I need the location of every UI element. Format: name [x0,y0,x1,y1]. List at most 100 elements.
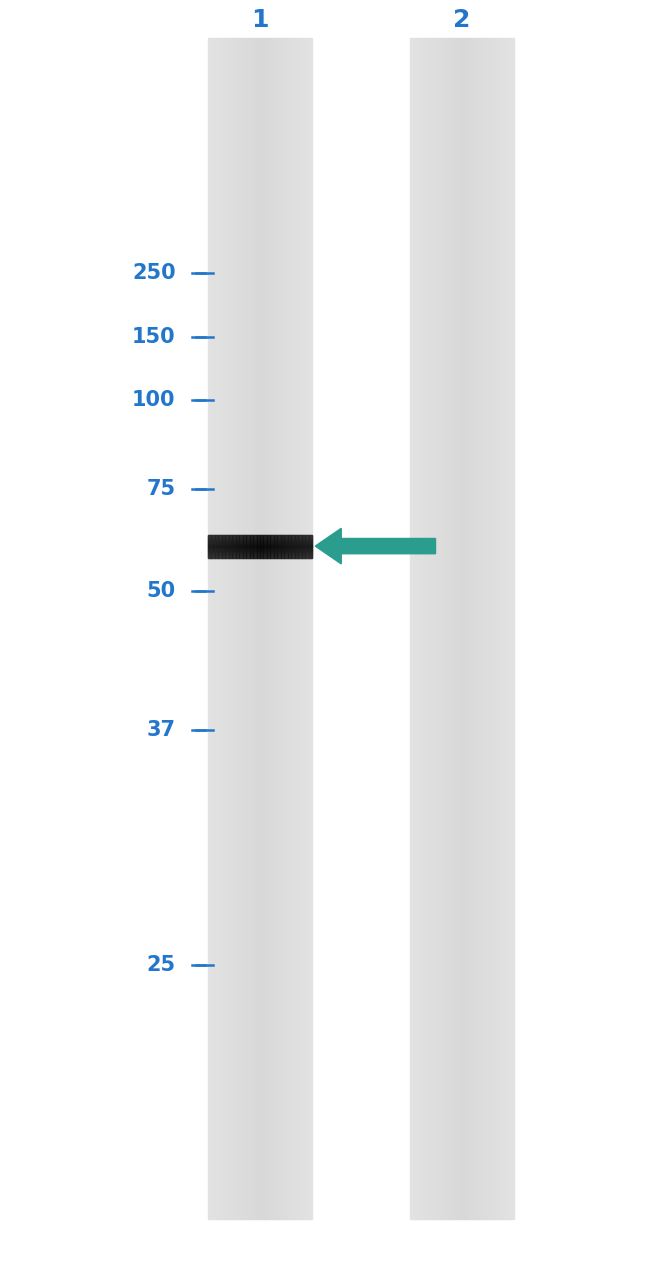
Bar [469,38,472,1219]
Bar [273,38,276,1219]
Bar [503,38,506,1219]
Bar [260,535,263,558]
Bar [428,38,430,1219]
Bar [436,38,438,1219]
Bar [215,535,218,558]
Bar [218,38,221,1219]
Bar [296,38,299,1219]
Bar [221,38,224,1219]
Bar [242,38,244,1219]
Bar [226,38,229,1219]
Bar [459,38,462,1219]
Bar [298,535,302,558]
Bar [288,535,291,558]
Bar [274,535,278,558]
Text: 25: 25 [146,955,176,975]
Bar [480,38,482,1219]
Bar [417,38,420,1219]
Bar [500,38,503,1219]
Bar [291,535,294,558]
Bar [472,38,474,1219]
Bar [286,38,289,1219]
Bar [263,38,265,1219]
Bar [239,38,242,1219]
Bar [252,38,255,1219]
Bar [270,38,273,1219]
Bar [284,535,288,558]
Bar [250,535,253,558]
Bar [448,38,451,1219]
Bar [498,38,501,1219]
Bar [302,535,305,558]
Bar [291,38,294,1219]
Bar [508,38,511,1219]
Bar [268,38,270,1219]
Bar [257,535,260,558]
Bar [454,38,456,1219]
Bar [506,38,508,1219]
Text: 50: 50 [146,580,176,601]
Bar [263,535,267,558]
Bar [229,535,232,558]
Bar [216,38,218,1219]
Bar [422,38,425,1219]
Bar [474,38,477,1219]
Bar [488,38,490,1219]
Bar [231,38,234,1219]
Bar [267,535,270,558]
Bar [255,38,257,1219]
Bar [446,38,448,1219]
Bar [211,38,213,1219]
Bar [425,38,428,1219]
Bar [420,38,423,1219]
Bar [224,38,226,1219]
Bar [299,38,302,1219]
Bar [294,535,298,558]
Bar [211,535,215,558]
Bar [281,535,284,558]
Bar [208,38,211,1219]
Bar [270,535,274,558]
Bar [226,535,229,558]
Text: 1: 1 [252,8,268,32]
Bar [250,38,252,1219]
Text: 150: 150 [132,326,176,347]
Bar [309,535,312,558]
Bar [208,535,211,558]
Bar [234,38,237,1219]
Bar [464,38,467,1219]
Bar [247,38,250,1219]
Bar [307,38,309,1219]
Bar [495,38,498,1219]
Bar [276,38,278,1219]
Bar [456,38,459,1219]
Text: 37: 37 [146,720,176,740]
Bar [260,38,263,1219]
Bar [229,38,231,1219]
Bar [222,535,226,558]
Bar [281,38,283,1219]
Bar [490,38,493,1219]
Bar [443,38,446,1219]
Bar [265,38,268,1219]
Bar [477,38,480,1219]
Bar [302,38,304,1219]
Text: 75: 75 [146,479,176,499]
Bar [283,38,286,1219]
Bar [246,535,250,558]
Bar [239,535,242,558]
Bar [294,38,296,1219]
Text: 100: 100 [132,390,176,410]
Bar [462,38,464,1219]
Bar [218,535,222,558]
Bar [237,38,239,1219]
Bar [482,38,485,1219]
Bar [253,535,257,558]
Bar [242,535,246,558]
Bar [244,38,247,1219]
Bar [433,38,436,1219]
Bar [232,535,236,558]
Bar [257,38,260,1219]
Bar [278,535,281,558]
Bar [511,38,514,1219]
